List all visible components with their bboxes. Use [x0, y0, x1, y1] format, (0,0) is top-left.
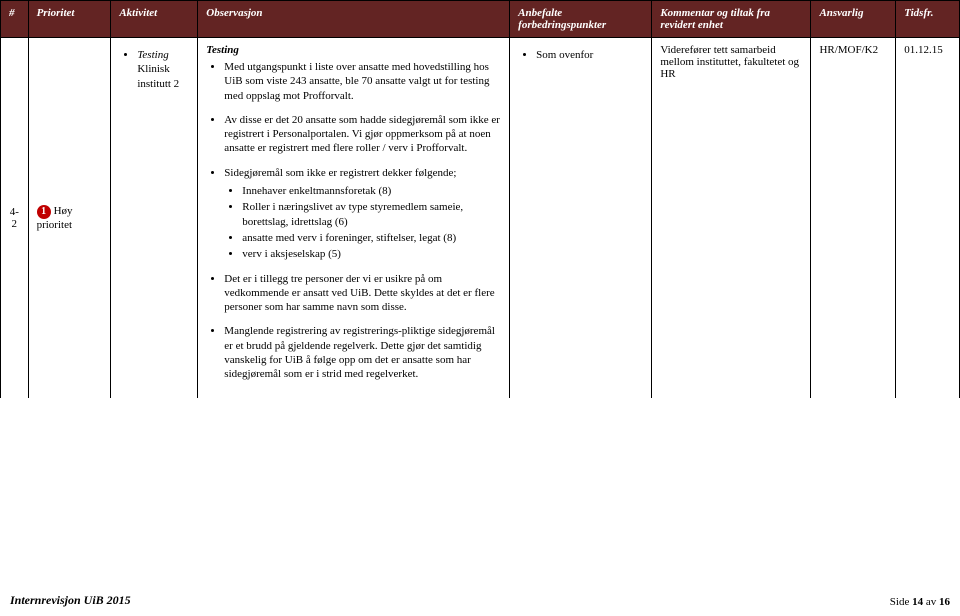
- col-tidsfr-header: Tidsfr.: [896, 1, 960, 38]
- obs-p3-b: Roller i næringslivet av type styremedle…: [242, 200, 501, 229]
- table-row: 4-2 1Høy prioritet Testing Klinisk insti…: [1, 38, 960, 398]
- table-header-row: # Prioritet Aktivitet Observasjon Anbefa…: [1, 1, 960, 38]
- footer-page: 14: [912, 596, 923, 608]
- aktivitet-title: Testing: [137, 49, 168, 61]
- obs-title: Testing: [206, 44, 239, 56]
- cell-tidsfr: 01.12.15: [896, 38, 960, 398]
- obs-p3-d: verv i aksjeselskap (5): [242, 247, 501, 261]
- cell-anbefalte: Som ovenfor: [510, 38, 652, 398]
- footer-total: 16: [939, 596, 950, 608]
- tidsfr-text: 01.12.15: [904, 44, 943, 56]
- footer-left: Internrevisjon UiB 2015: [10, 593, 131, 608]
- aktivitet-item: Testing Klinisk institutt 2: [137, 48, 189, 91]
- kommentar-text: Viderefører tett samarbeid mellom instit…: [660, 44, 799, 80]
- cell-observasjon: Testing Med utgangspunkt i liste over an…: [198, 38, 510, 398]
- cell-aktivitet: Testing Klinisk institutt 2: [111, 38, 198, 398]
- obs-p3-c: ansatte med verv i foreninger, stiftelse…: [242, 231, 501, 245]
- obs-p3: Sidegjøremål som ikke er registrert dekk…: [224, 166, 501, 262]
- anbefalte-item: Som ovenfor: [536, 48, 643, 62]
- priority-badge-icon: 1: [37, 205, 51, 219]
- col-num-header: #: [1, 1, 29, 38]
- col-aktivitet-header: Aktivitet: [111, 1, 198, 38]
- ansvarlig-text: HR/MOF/K2: [819, 44, 878, 56]
- obs-p2: Av disse er det 20 ansatte som hadde sid…: [224, 113, 501, 156]
- row-number: 4-2: [10, 206, 19, 230]
- cell-ansvarlig: HR/MOF/K2: [811, 38, 896, 398]
- obs-p5: Manglende registrering av registrerings-…: [224, 324, 501, 381]
- aktivitet-sub: Klinisk institutt 2: [137, 63, 179, 89]
- audit-table: # Prioritet Aktivitet Observasjon Anbefa…: [0, 0, 960, 398]
- col-anbefalte-header: Anbefalte forbedringspunkter: [510, 1, 652, 38]
- cell-kommentar: Viderefører tett samarbeid mellom instit…: [652, 38, 811, 398]
- col-ansvarlig-header: Ansvarlig: [811, 1, 896, 38]
- footer-middle: av: [923, 596, 939, 608]
- col-observasjon-header: Observasjon: [198, 1, 510, 38]
- obs-p3-lead: Sidegjøremål som ikke er registrert dekk…: [224, 167, 456, 179]
- obs-p4: Det er i tillegg tre personer der vi er …: [224, 272, 501, 315]
- col-kommentar-header: Kommentar og tiltak fra revidert enhet: [652, 1, 811, 38]
- cell-num: 4-2: [1, 38, 29, 398]
- obs-p1: Med utgangspunkt i liste over ansatte me…: [224, 60, 501, 103]
- footer-right: Side 14 av 16: [890, 596, 950, 608]
- cell-prioritet: 1Høy prioritet: [28, 38, 111, 398]
- col-prioritet-header: Prioritet: [28, 1, 111, 38]
- footer-prefix: Side: [890, 596, 912, 608]
- obs-p3-a: Innehaver enkeltmannsforetak (8): [242, 184, 501, 198]
